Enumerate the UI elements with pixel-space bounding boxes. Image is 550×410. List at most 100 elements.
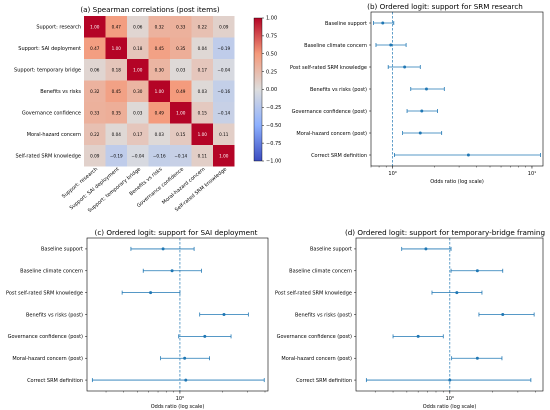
heatmap-cell-label: 0.06 [90,67,100,72]
heatmap-cell-label: 0.18 [133,46,143,51]
heatmap-row-label: Governance confidence [22,111,81,117]
heatmap-cell-label: 0.03 [198,89,208,94]
colorbar-tick-label: −0.75 [266,141,281,147]
heatmap-cell [213,16,235,38]
heatmap-cell [105,80,127,102]
heatmap-cell-label: 0.18 [112,67,122,72]
x-tick-label: 10⁰ [446,396,454,402]
heatmap-cell-label: 0.30 [133,89,143,94]
heatmap-cell-label: 0.32 [90,89,100,94]
estimate-point [149,291,153,295]
category-label: Baseline climate concern [304,43,367,49]
heatmap-cell [84,145,106,167]
heatmap-cell-label: −0.14 [217,110,230,115]
heatmap-row-label: Support: research [36,25,81,31]
heatmap-cell [170,59,192,81]
heatmap-cell-label: 0.45 [155,46,165,51]
colorbar-tick-label: 1.00 [266,16,277,22]
heatmap-cell [213,102,235,124]
forest-c-title: (c) Ordered logit: support for SAI deplo… [95,228,258,237]
heatmap-cell [127,80,149,102]
heatmap-cell-label: 0.22 [198,24,208,29]
heatmap-cell-label: −0.19 [217,46,230,51]
heatmap-cell-label: 0.15 [198,110,208,115]
heatmap-cell-label: 0.47 [112,24,122,29]
heatmap-cell-label: 0.35 [112,110,122,115]
heatmap-cell [170,80,192,102]
heatmap-cell-label: 0.17 [198,67,208,72]
heatmap-cell [213,123,235,145]
x-axis-label: Odds ratio (log scale) [151,404,205,410]
estimate-point [222,313,226,316]
heatmap-cell-label: 1.00 [133,67,143,72]
category-label: Post self-rated SRM knowledge [290,65,367,71]
estimate-point [389,43,393,47]
heatmap-cell-label: 0.45 [112,89,122,94]
heatmap-cell [191,37,213,59]
heatmap-cell [105,59,127,81]
heatmap-cells: 1.00 0.47 0.06 0.32 0.33 0.22 0.09 0.47 1.00 0.18… [84,16,235,167]
colorbar-tick-label: −1.00 [266,159,281,165]
heatmap-cell [148,123,170,145]
heatmap-cell-label: 0.09 [219,24,229,29]
heatmap-row-label: Support: SAI deployment [18,46,81,52]
forest-plot-sai-deployment: (c) Ordered logit: support for SAI deplo… [6,228,269,410]
heatmap-cell-label: −0.16 [217,89,230,94]
estimate-point [420,109,424,113]
heatmap-cell-label: 0.32 [155,24,165,29]
forest-plot-srm-research: (b) Ordered logit: support for SRM resea… [290,2,544,185]
estimate-point [448,378,452,382]
x-tick-label: 10¹ [528,171,536,177]
heatmap-cell-label: −0.14 [174,153,187,158]
heatmap-row-label: Moral-hazard concern [27,132,81,138]
estimate-point [161,247,165,251]
heatmap-cell-label: 1.00 [176,110,186,115]
heatmap-cell [127,37,149,59]
estimate-point [184,378,188,382]
heatmap-row-labels: Support: research Support: SAI deployment… [14,25,81,160]
category-label: Correct SRM definition [27,378,83,384]
heatmap-cell [148,102,170,124]
estimate-point [170,269,174,273]
heatmap-cell-label: 0.11 [219,132,229,137]
heatmap-cell [127,16,149,38]
category-label: Benefits vs risks (post) [310,87,367,93]
category-label: Moral-hazard concern (post) [296,131,367,137]
estimate-point [183,356,187,360]
colorbar [253,17,263,162]
estimate-point [455,291,459,295]
colorbar-ticks: 1.00 0.75 0.50 0.25 0.00 −0.25 −0.50 −0.75 −1.00 [262,16,281,165]
heatmap-cell [105,102,127,124]
heatmap-cell [84,59,106,81]
heatmap-cell [84,80,106,102]
colorbar-tick-label: 0.25 [266,69,277,75]
heatmap-cell-label: 0.47 [90,46,100,51]
heatmap-row-label: Benefits vs risks [40,89,81,95]
estimate-point [403,65,407,69]
forest-b-title: (b) Ordered logit: support for SRM resea… [367,2,523,11]
heatmap-cell-label: 0.04 [198,46,208,51]
heatmap-cell-label: 0.33 [90,110,100,115]
heatmap-cell [84,16,106,38]
x-tick-label: 10⁰ [176,396,184,402]
category-label: Correct SRM definition [296,378,352,384]
category-label: Benefits vs risks (post) [26,312,83,318]
heatmap-cell [148,145,170,167]
heatmap-cell-label: 0.03 [155,132,165,137]
heatmap-cell [213,37,235,59]
colorbar-tick-label: 0.00 [266,87,277,93]
category-label: Baseline support [41,247,83,253]
estimate-point [466,153,470,157]
heatmap-cell-label: −0.04 [131,153,144,158]
colorbar-tick-label: 0.75 [266,34,277,40]
heatmap-cell [105,123,127,145]
category-label: Baseline support [325,21,367,27]
x-axis-label: Odds ratio (log scale) [423,404,477,410]
forest-plot-temporary-bridge: (d) Ordered logit: support for temporary… [275,228,545,410]
heatmap-cell [127,123,149,145]
colorbar-tick-label: 0.50 [266,51,277,57]
category-label: Correct SRM definition [311,153,367,159]
estimate-point [203,334,207,338]
estimate-point [381,21,385,25]
